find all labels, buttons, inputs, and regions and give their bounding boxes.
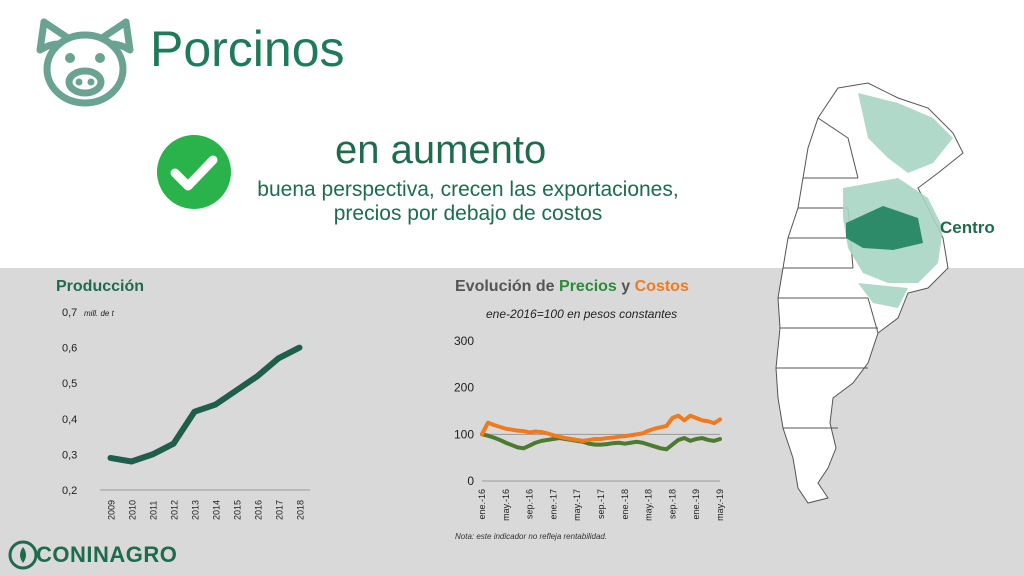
x-tick-label: 2014 [212, 500, 222, 520]
status-line-2: precios por debajo de costos [333, 202, 603, 225]
x-tick-label: sep.-17 [596, 489, 606, 519]
x-tick-label: may.-16 [501, 489, 511, 521]
argentina-map [775, 82, 964, 504]
x-tick-label: sep.-18 [667, 489, 677, 519]
y-tick-label: 0,5 [62, 378, 77, 390]
y-tick-label: 300 [454, 334, 474, 348]
title-costos: Costos [634, 278, 689, 295]
x-tick-label: ene.-17 [548, 489, 558, 520]
x-tick-label: ene.-18 [620, 489, 630, 520]
x-tick-label: may.-18 [644, 489, 654, 521]
title-precios: Precios [559, 278, 617, 295]
x-tick-label: may.-17 [572, 489, 582, 521]
x-tick-label: 2010 [128, 500, 138, 520]
region-label-centro: Centro [940, 218, 995, 237]
checkmark-icon [157, 135, 231, 209]
status-description: buena perspectiva, crecen las exportacio… [248, 178, 688, 226]
x-tick-label: 2017 [275, 500, 285, 520]
title-mid: y [616, 278, 635, 295]
x-tick-label: 2013 [191, 500, 201, 520]
x-tick-label: 2018 [296, 500, 306, 520]
prices-chart: 0 100 200 300 ene.-16 may.-16 sep.-16 ene.-17 ma… [454, 334, 725, 521]
series-line-costos [480, 413, 722, 443]
status-heading: en aumento [335, 128, 547, 172]
coninagro-logo-text: CONINAGRO [36, 542, 178, 567]
x-tick-label: 2011 [149, 501, 159, 520]
y-tick-label: 0,3 [62, 449, 77, 461]
prices-chart-subtitle: ene-2016=100 en pesos constantes [486, 307, 678, 321]
x-tick-label: 2016 [254, 500, 264, 520]
y-tick-label: 0,4 [62, 414, 77, 426]
x-tick-label: sep.-16 [525, 489, 535, 519]
production-series-line [107, 344, 303, 465]
x-tick-label: may.-19 [715, 489, 725, 521]
y-unit-label: mill. de t [84, 309, 115, 318]
series-line-precios [480, 432, 722, 452]
pig-icon [36, 18, 134, 107]
x-tick-label: ene.-19 [691, 489, 701, 520]
production-chart: 0,2 0,3 0,4 0,5 0,6 0,7 mill. de t 2009 2010 2011… [62, 307, 310, 520]
y-tick-label: 0 [467, 474, 474, 488]
status-line-1: buena perspectiva, crecen las exportacio… [257, 178, 679, 201]
y-tick-label: 0,2 [62, 485, 77, 497]
x-tick-label: ene.-16 [477, 489, 487, 520]
centro-region [846, 206, 923, 250]
chart-note: Nota: este indicador no refleja rentabil… [455, 532, 608, 541]
x-tick-label: 2009 [107, 500, 117, 520]
y-tick-label: 0,6 [62, 343, 77, 355]
y-tick-label: 100 [454, 427, 474, 441]
title-prefix: Evolución de [455, 278, 560, 295]
coninagro-logo-icon [8, 540, 38, 570]
y-tick-label: 0,7 [62, 307, 77, 319]
production-chart-title: Producción [56, 278, 145, 295]
x-tick-label: 2015 [233, 500, 243, 520]
prices-chart-title: Evolución de Precios y Costos [455, 278, 689, 296]
x-tick-label: 2012 [170, 500, 180, 520]
page-title: Porcinos [150, 21, 345, 77]
y-tick-label: 200 [454, 381, 474, 395]
